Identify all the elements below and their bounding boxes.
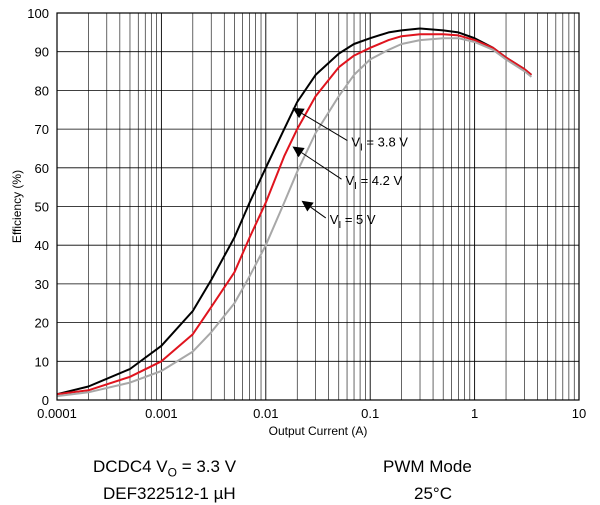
grid xyxy=(56,12,579,401)
annotation-label: VI = 3.8 V xyxy=(351,135,408,154)
x-tick-label: 0.001 xyxy=(145,406,178,421)
y-tick-label: 50 xyxy=(35,200,49,215)
y-tick-label: 100 xyxy=(27,6,49,21)
x-tick-label: 0.01 xyxy=(253,406,278,421)
annotation-arrowhead xyxy=(292,146,305,158)
x-axis-label: Output Current (A) xyxy=(269,424,368,438)
y-tick-label: 0 xyxy=(42,393,49,408)
annotation-arrowhead xyxy=(301,200,314,212)
annotation-arrowhead xyxy=(292,107,305,119)
y-tick-label: 80 xyxy=(35,83,49,98)
y-tick-label: 90 xyxy=(35,45,49,60)
x-tick-label: 10 xyxy=(572,406,586,421)
series-line xyxy=(56,27,533,396)
annotation-leader xyxy=(310,206,327,219)
y-tick-label: 60 xyxy=(35,161,49,176)
dcdc-suffix: = 3.3 V xyxy=(176,457,237,476)
y-axis-label: Efficiency (%) xyxy=(10,170,24,243)
y-tick-label: 20 xyxy=(35,316,49,331)
dcdc-caption: DCDC4 VO = 3.3 V xyxy=(93,457,236,479)
annotations: VI = 3.8 V VI = 4.2 V VI = 5 V xyxy=(292,107,408,231)
annotation-leader xyxy=(301,113,348,141)
series-layer xyxy=(56,27,533,398)
plot-frame xyxy=(56,12,580,401)
y-tick-label: 40 xyxy=(35,238,49,253)
annotation-leader xyxy=(301,152,342,180)
annotation-label: VI = 4.2 V xyxy=(346,173,403,192)
mode-caption: PWM Mode xyxy=(383,457,472,476)
x-tick-label: 0.1 xyxy=(361,406,379,421)
x-tick-label: 1 xyxy=(471,406,478,421)
annotation-label: VI = 5 V xyxy=(330,212,376,231)
y-tick-label: 70 xyxy=(35,122,49,137)
dcdc-prefix: DCDC4 V xyxy=(93,457,168,476)
efficiency-chart: VI = 3.8 V VI = 4.2 V VI = 5 V 0.0001 0.001… xyxy=(10,6,586,438)
tick-labels: 0.0001 0.001 0.01 0.1 1 100102030405060708090… xyxy=(27,6,586,421)
x-tick-label: 0.0001 xyxy=(37,406,77,421)
inductor-caption: DEF322512-1 µH xyxy=(103,484,236,503)
temperature-caption: 25°C xyxy=(414,484,452,503)
dcdc-subscript: O xyxy=(167,465,177,480)
y-tick-label: 30 xyxy=(35,277,49,292)
y-tick-label: 10 xyxy=(35,354,49,369)
series-line xyxy=(56,37,533,398)
series-line xyxy=(56,33,533,396)
